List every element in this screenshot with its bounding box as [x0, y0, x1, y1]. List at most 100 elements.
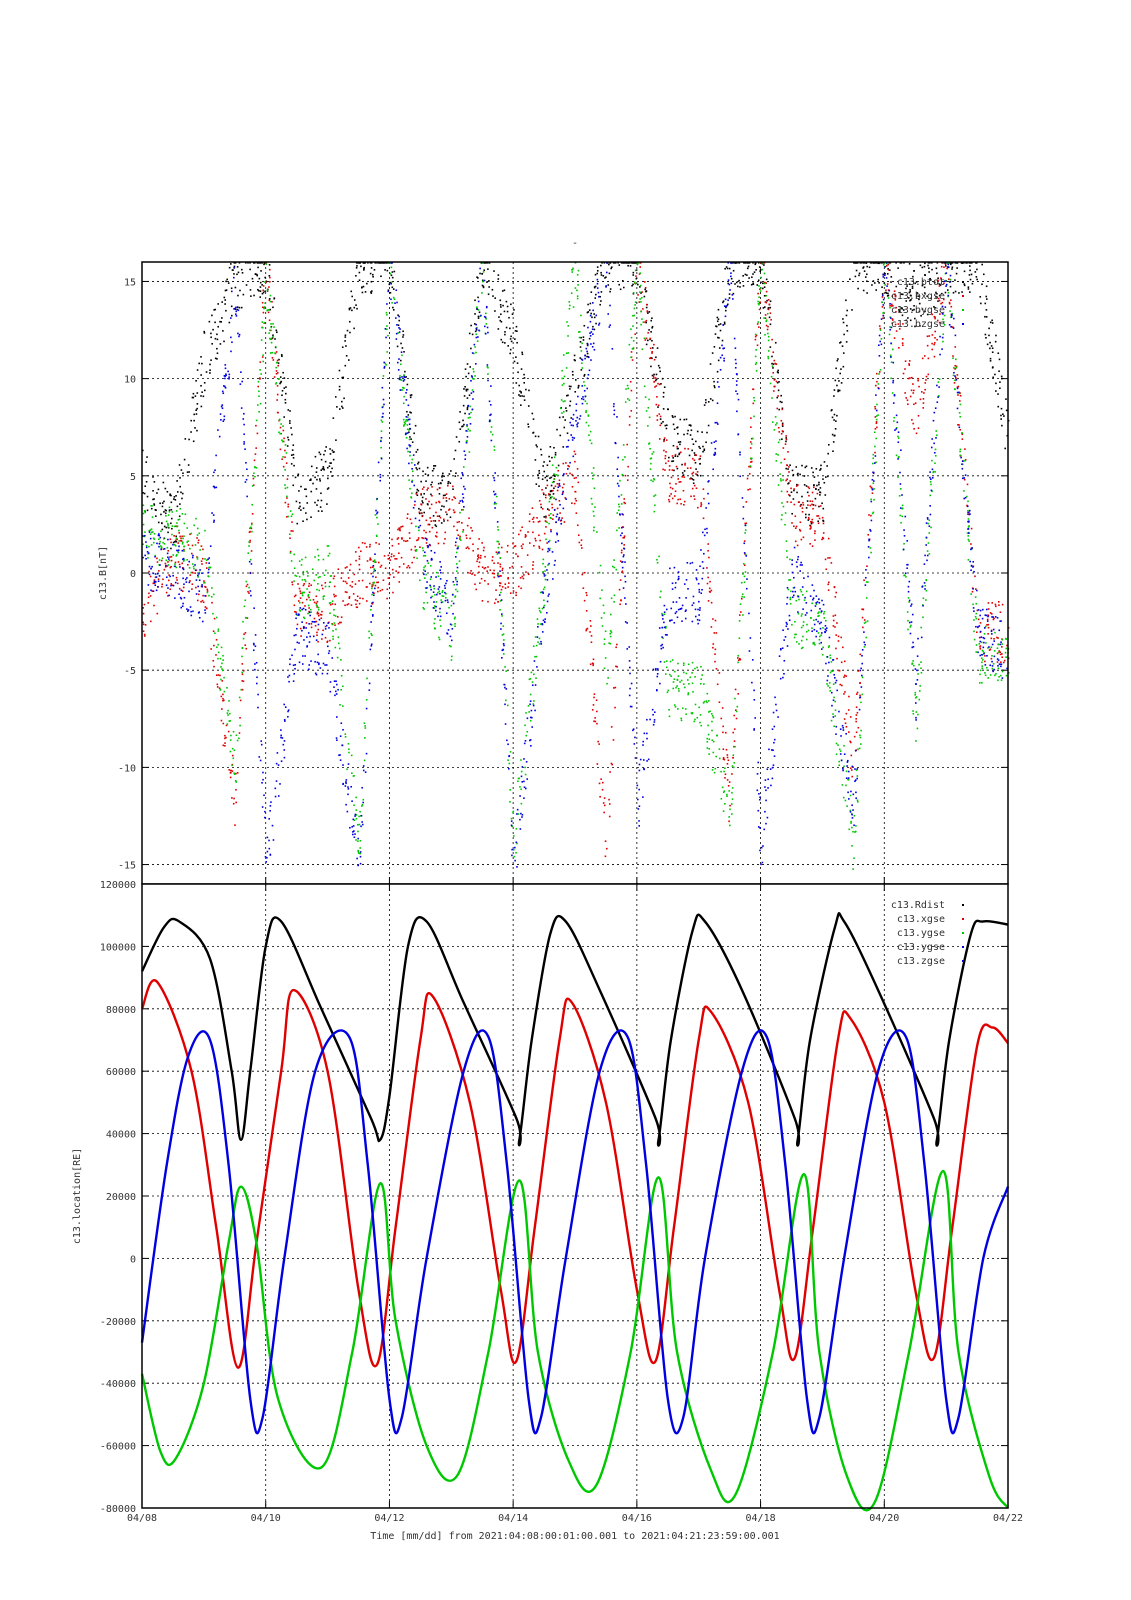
data-point [323, 468, 325, 471]
data-point [159, 502, 161, 505]
data-point [571, 473, 573, 476]
data-point [273, 297, 276, 299]
data-point [142, 523, 145, 526]
data-point [422, 607, 425, 609]
data-point [755, 361, 758, 364]
data-point [269, 300, 272, 303]
data-point [822, 520, 825, 522]
data-point [887, 263, 890, 266]
data-point [320, 499, 323, 502]
data-point [175, 535, 178, 538]
data-point [532, 645, 535, 647]
data-point [751, 457, 753, 460]
data-point [222, 693, 224, 696]
data-point [728, 781, 731, 783]
data-point [203, 580, 205, 582]
data-point [247, 552, 250, 554]
data-point [731, 791, 733, 794]
data-point [197, 541, 199, 544]
data-point [426, 466, 429, 469]
data-point [508, 762, 511, 765]
data-point [803, 599, 806, 601]
data-point [681, 472, 684, 474]
data-point [511, 565, 514, 568]
data-point [650, 365, 652, 368]
data-point [150, 567, 152, 570]
data-point [781, 408, 784, 411]
data-point [992, 662, 995, 665]
data-point [332, 417, 335, 419]
data-point [912, 660, 914, 662]
data-point [524, 766, 526, 769]
data-point [711, 399, 714, 402]
data-point [181, 492, 184, 495]
data-point [279, 382, 281, 385]
data-point [453, 525, 455, 528]
data-point [477, 556, 480, 559]
data-point [532, 564, 534, 566]
data-point [693, 459, 696, 462]
data-point [466, 397, 469, 399]
data-point [221, 708, 223, 710]
data-point [963, 283, 966, 285]
data-point [546, 484, 549, 487]
data-point [280, 760, 283, 762]
data-point [954, 368, 956, 370]
data-point [871, 284, 873, 286]
data-point [689, 467, 692, 469]
data-point [538, 500, 541, 502]
data-point [615, 568, 618, 571]
data-point [284, 469, 286, 471]
data-point [338, 385, 341, 388]
data-point [916, 295, 918, 298]
data-point [431, 469, 434, 472]
data-point [301, 594, 304, 597]
data-point [967, 526, 970, 528]
data-point [919, 325, 921, 327]
data-point [501, 341, 504, 344]
data-point [590, 312, 592, 315]
data-point [283, 756, 286, 759]
data-point [509, 327, 511, 330]
data-point [638, 301, 641, 303]
data-point [215, 654, 217, 656]
data-point [509, 567, 511, 569]
data-point [989, 360, 992, 362]
data-point [269, 337, 271, 340]
data-point [403, 374, 405, 376]
data-point [938, 321, 941, 324]
data-point [801, 510, 804, 513]
data-point [758, 285, 760, 287]
data-point [195, 586, 197, 589]
data-point [555, 466, 558, 469]
data-point [922, 597, 925, 600]
data-point [150, 507, 153, 510]
data-point [264, 306, 266, 308]
data-point [289, 537, 291, 540]
data-point [694, 461, 697, 464]
data-point [431, 486, 433, 488]
data-point [379, 589, 382, 592]
data-point [219, 657, 222, 660]
data-point [914, 691, 917, 694]
data-point [170, 494, 172, 497]
data-point [515, 325, 518, 328]
data-point [235, 310, 238, 313]
data-point [532, 431, 535, 434]
data-point [671, 487, 674, 490]
data-point [742, 573, 744, 575]
data-point [671, 415, 674, 417]
data-point [991, 351, 994, 354]
data-point [938, 285, 941, 287]
data-point [778, 438, 781, 441]
data-point [462, 529, 465, 531]
data-point [386, 325, 388, 327]
data-point [871, 492, 874, 495]
data-point [268, 818, 271, 820]
data-point [699, 462, 701, 465]
data-point [418, 507, 420, 510]
data-point [585, 421, 588, 424]
data-point [1003, 415, 1005, 417]
data-point [958, 400, 961, 402]
data-point [764, 333, 766, 336]
